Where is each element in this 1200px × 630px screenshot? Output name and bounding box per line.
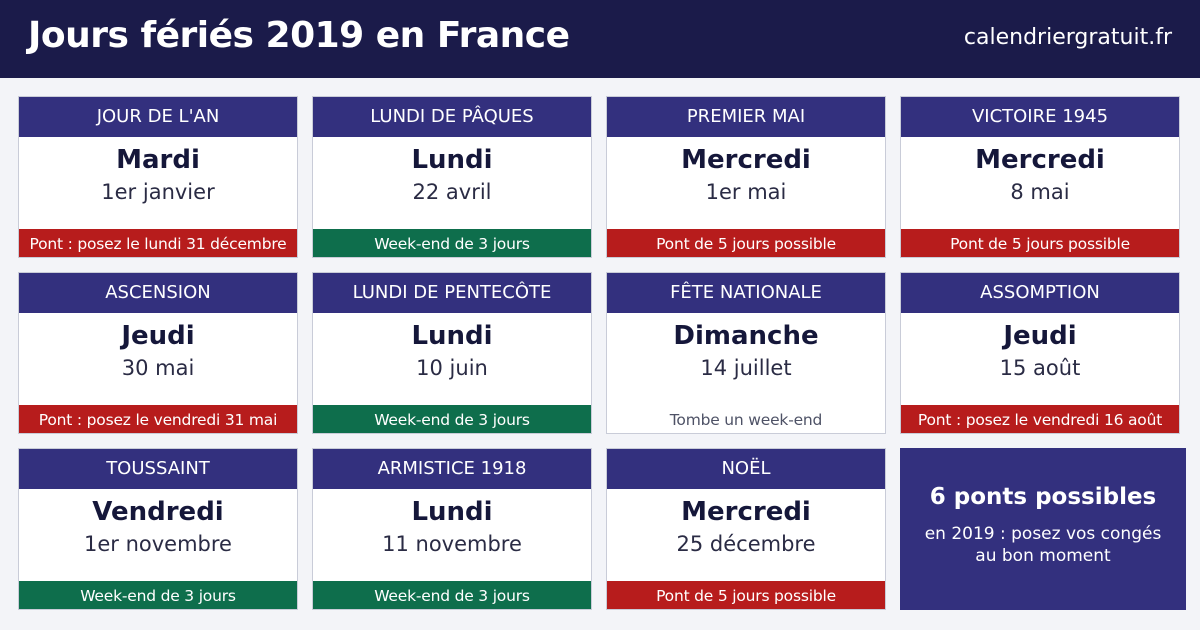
holiday-date: 14 juillet <box>700 356 792 380</box>
holiday-name: JOUR DE L'AN <box>19 97 297 137</box>
holiday-date: 1er mai <box>705 180 787 204</box>
holiday-name: ASCENSION <box>19 273 297 313</box>
holiday-weekday: Mercredi <box>681 497 811 527</box>
holiday-weekday: Lundi <box>411 321 493 351</box>
holiday-card: ASCENSION Jeudi 30 mai Pont : posez le v… <box>18 272 298 434</box>
holiday-weekday: Jeudi <box>121 321 195 351</box>
holiday-name: ARMISTICE 1918 <box>313 449 591 489</box>
holiday-note: Pont : posez le lundi 31 décembre <box>19 229 297 257</box>
summary-box: 6 ponts possibles en 2019 : posez vos co… <box>900 448 1186 610</box>
holiday-name: FÊTE NATIONALE <box>607 273 885 313</box>
holiday-date: 22 avril <box>412 180 492 204</box>
holiday-note: Pont : posez le vendredi 16 août <box>901 405 1179 433</box>
summary-text: en 2019 : posez vos congés au bon moment <box>924 524 1162 566</box>
header-bar: Jours fériés 2019 en France calendriergr… <box>0 0 1200 78</box>
holiday-weekday: Mardi <box>116 145 200 175</box>
holiday-date: 8 mai <box>1010 180 1070 204</box>
holiday-note: Tombe un week-end <box>607 405 885 433</box>
holiday-note: Week-end de 3 jours <box>313 581 591 609</box>
holiday-weekday: Vendredi <box>92 497 224 527</box>
holiday-name: VICTOIRE 1945 <box>901 97 1179 137</box>
holiday-date: 15 août <box>999 356 1081 380</box>
page-title: Jours fériés 2019 en France <box>28 15 570 56</box>
holiday-card: NOËL Mercredi 25 décembre Pont de 5 jour… <box>606 448 886 610</box>
holiday-card: VICTOIRE 1945 Mercredi 8 mai Pont de 5 j… <box>900 96 1180 258</box>
holiday-note: Pont de 5 jours possible <box>607 581 885 609</box>
holiday-weekday: Mercredi <box>681 145 811 175</box>
holiday-date: 25 décembre <box>676 532 816 556</box>
holiday-date: 11 novembre <box>382 532 522 556</box>
holiday-card: TOUSSAINT Vendredi 1er novembre Week-end… <box>18 448 298 610</box>
holiday-card: LUNDI DE PÂQUES Lundi 22 avril Week-end … <box>312 96 592 258</box>
holiday-name: LUNDI DE PÂQUES <box>313 97 591 137</box>
holiday-card: PREMIER MAI Mercredi 1er mai Pont de 5 j… <box>606 96 886 258</box>
holiday-weekday: Lundi <box>411 497 493 527</box>
holiday-date: 30 mai <box>121 356 195 380</box>
holiday-weekday: Mercredi <box>975 145 1105 175</box>
holiday-name: NOËL <box>607 449 885 489</box>
site-name: calendriergratuit.fr <box>963 25 1172 50</box>
holiday-note: Week-end de 3 jours <box>19 581 297 609</box>
holiday-date: 10 juin <box>416 356 488 380</box>
holiday-name: LUNDI DE PENTECÔTE <box>313 273 591 313</box>
holiday-card: LUNDI DE PENTECÔTE Lundi 10 juin Week-en… <box>312 272 592 434</box>
holiday-card: JOUR DE L'AN Mardi 1er janvier Pont : po… <box>18 96 298 258</box>
summary-headline: 6 ponts possibles <box>929 484 1157 510</box>
holiday-note: Week-end de 3 jours <box>313 229 591 257</box>
holiday-weekday: Jeudi <box>1003 321 1077 351</box>
holiday-name: ASSOMPTION <box>901 273 1179 313</box>
holiday-note: Pont : posez le vendredi 31 mai <box>19 405 297 433</box>
holiday-date: 1er janvier <box>101 180 215 204</box>
holiday-card: FÊTE NATIONALE Dimanche 14 juillet Tombe… <box>606 272 886 434</box>
holiday-note: Pont de 5 jours possible <box>607 229 885 257</box>
holiday-date: 1er novembre <box>84 532 232 556</box>
holiday-weekday: Dimanche <box>673 321 819 351</box>
holiday-name: TOUSSAINT <box>19 449 297 489</box>
holiday-card: ARMISTICE 1918 Lundi 11 novembre Week-en… <box>312 448 592 610</box>
holiday-note: Week-end de 3 jours <box>313 405 591 433</box>
holiday-name: PREMIER MAI <box>607 97 885 137</box>
holiday-card: ASSOMPTION Jeudi 15 août Pont : posez le… <box>900 272 1180 434</box>
holiday-weekday: Lundi <box>411 145 493 175</box>
holiday-note: Pont de 5 jours possible <box>901 229 1179 257</box>
